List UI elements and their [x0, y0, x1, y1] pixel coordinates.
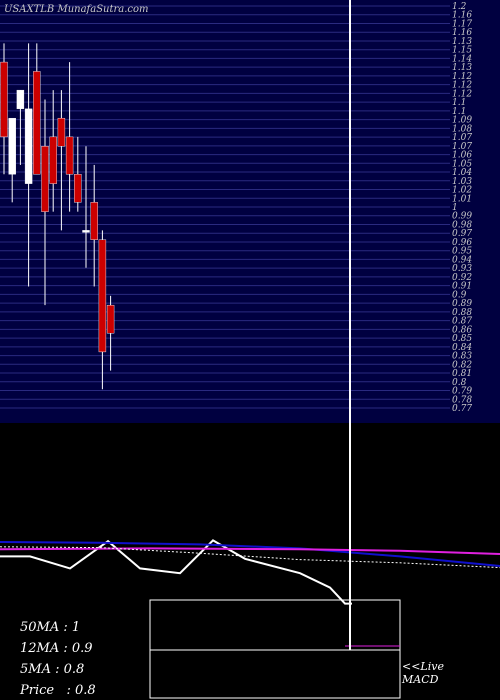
price-tick-label: 0.94	[452, 255, 472, 265]
price-tick-label: 0.99	[452, 212, 472, 222]
price-tick-label: 0.97	[452, 229, 472, 239]
price-tick-label: 1.12	[452, 72, 472, 82]
price-value: Price : 0.8	[20, 683, 96, 698]
price-tick-label: 0.87	[452, 317, 472, 327]
price-tick-label: 1.07	[452, 133, 472, 143]
price-tick-label: 0.93	[452, 264, 472, 274]
price-tick-label: 0.78	[452, 395, 472, 405]
price-tick-label: 0.96	[452, 238, 472, 248]
price-tick-label: 0.86	[452, 325, 472, 335]
price-tick-label: 0.95	[452, 247, 472, 257]
price-tick-label: 1.13	[452, 37, 472, 47]
price-tick-label: 1.01	[452, 194, 472, 204]
candle-body	[82, 230, 90, 233]
candle-body	[57, 117, 66, 147]
price-tick-label: 1.12	[452, 89, 472, 99]
price-tick-label: 1.06	[452, 151, 472, 161]
price-panel	[0, 0, 500, 423]
price-tick-label: 1.04	[452, 168, 472, 178]
price-tick-label: 1	[452, 203, 458, 213]
grid-lines	[0, 5, 450, 409]
price-tick-label: 1.07	[452, 142, 472, 152]
price-tick-labels: 1.21.161.171.161.131.151.141.131.121.121…	[452, 2, 472, 414]
price-tick-label: 1.16	[452, 11, 472, 21]
price-tick-label: 0.88	[452, 308, 472, 318]
price-tick-label: 1.15	[452, 46, 472, 56]
live-macd-label: <<Live MACD	[402, 660, 444, 686]
price-tick-label: 1.13	[452, 63, 472, 73]
candle-body	[98, 239, 107, 353]
candle-body	[74, 174, 82, 203]
macd-panel	[149, 599, 401, 699]
price-tick-label: 1.08	[452, 124, 472, 134]
price-tick-label: 1.16	[452, 28, 472, 38]
macd-box	[149, 599, 401, 699]
price-tick-label: 1.09	[452, 116, 472, 126]
candle-body	[24, 108, 33, 184]
price-tick-label: 1.14	[452, 54, 472, 64]
price-tick-label: 0.8	[452, 378, 467, 388]
ma50-value: 50MA : 1	[20, 620, 81, 635]
ma-line-blue	[0, 541, 500, 567]
price-tick-label: 0.81	[452, 369, 472, 379]
price-tick-label: 1.1	[452, 98, 466, 108]
price-tick-label: 0.83	[452, 352, 472, 362]
candle-body	[106, 304, 115, 334]
price-tick-label: 0.77	[452, 404, 472, 414]
ma-line-dotted	[0, 546, 500, 569]
ma-stats: 50MA : 1 12MA : 0.9 5MA : 0.8 Price : 0.…	[20, 617, 96, 700]
chart-title: USAXTLB MunafaSutra.com	[4, 4, 149, 15]
price-tick-label: 0.98	[452, 220, 472, 230]
candle-body	[41, 146, 49, 212]
price-tick-label: 0.79	[452, 387, 472, 397]
candle-body	[49, 136, 57, 184]
candle-body	[33, 71, 41, 175]
price-tick-label: 0.84	[452, 343, 472, 353]
price-tick-label: 1.02	[452, 186, 472, 196]
candle-body	[65, 136, 74, 175]
candle-body	[0, 61, 8, 138]
price-tick-label: 0.89	[452, 299, 472, 309]
candles	[0, 43, 115, 390]
price-tick-label: 1.2	[452, 2, 467, 12]
price-tick-label: 1.1	[452, 107, 466, 117]
price-tick-label: 1.17	[452, 19, 472, 29]
price-line	[0, 539, 352, 605]
price-tick-label: 0.9	[452, 290, 467, 300]
ma12-value: 12MA : 0.9	[20, 641, 93, 656]
ma-line-pink	[0, 547, 500, 555]
price-tick-label: 1.05	[452, 159, 472, 169]
candle-body	[90, 202, 98, 240]
price-tick-label: 1.03	[452, 177, 472, 187]
price-tick-label: 0.92	[452, 273, 472, 283]
indicator-lines	[0, 539, 500, 605]
price-tick-label: 0.85	[452, 334, 472, 344]
ma5-value: 5MA : 0.8	[20, 662, 85, 677]
candle-body	[8, 117, 16, 175]
price-tick-label: 0.91	[452, 282, 472, 292]
price-tick-label: 0.82	[452, 360, 472, 370]
candle-body	[16, 89, 25, 110]
price-tick-label: 1.12	[452, 81, 472, 91]
